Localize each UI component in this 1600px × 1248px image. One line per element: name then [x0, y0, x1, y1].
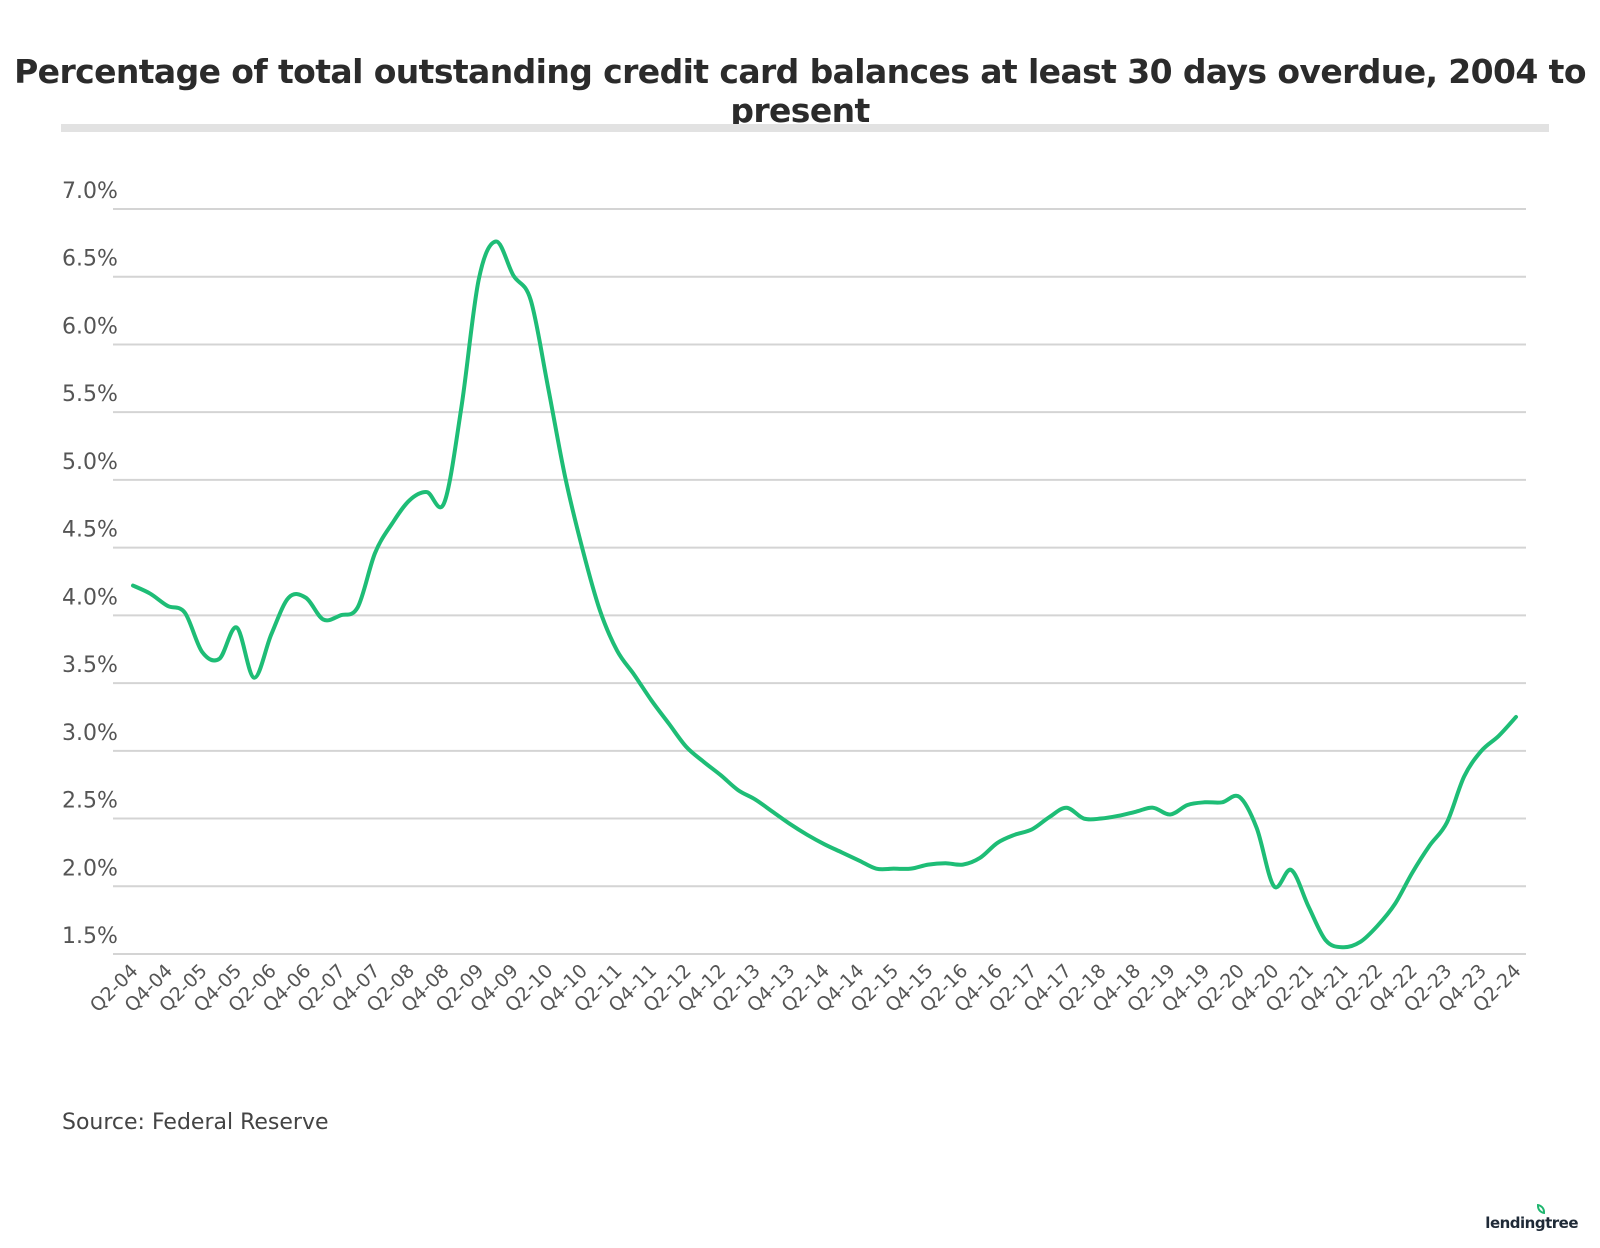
y-tick-label: 4.5% [62, 518, 118, 543]
y-tick-label: 2.5% [62, 789, 118, 814]
lendingtree-logo: lendingtree [1485, 1204, 1578, 1232]
y-tick-label: 2.0% [62, 856, 118, 881]
y-tick-label: 4.0% [62, 585, 118, 610]
logo-text: lendingtree [1485, 1214, 1578, 1232]
y-tick-label: 3.5% [62, 653, 118, 678]
y-tick-label: 1.5% [62, 924, 118, 949]
y-tick-label: 5.5% [62, 382, 118, 407]
y-tick-label: 3.0% [62, 721, 118, 746]
y-tick-label: 6.0% [62, 314, 118, 339]
leaf-icon [1537, 1204, 1546, 1214]
title-divider [61, 124, 1549, 132]
source-note: Source: Federal Reserve [62, 1110, 329, 1135]
y-tick-label: 6.5% [62, 247, 118, 272]
y-tick-label: 7.0% [62, 179, 118, 204]
series-line [131, 239, 1518, 950]
chart-title: Percentage of total outstanding credit c… [14, 52, 1586, 130]
y-tick-label: 5.0% [62, 450, 118, 475]
